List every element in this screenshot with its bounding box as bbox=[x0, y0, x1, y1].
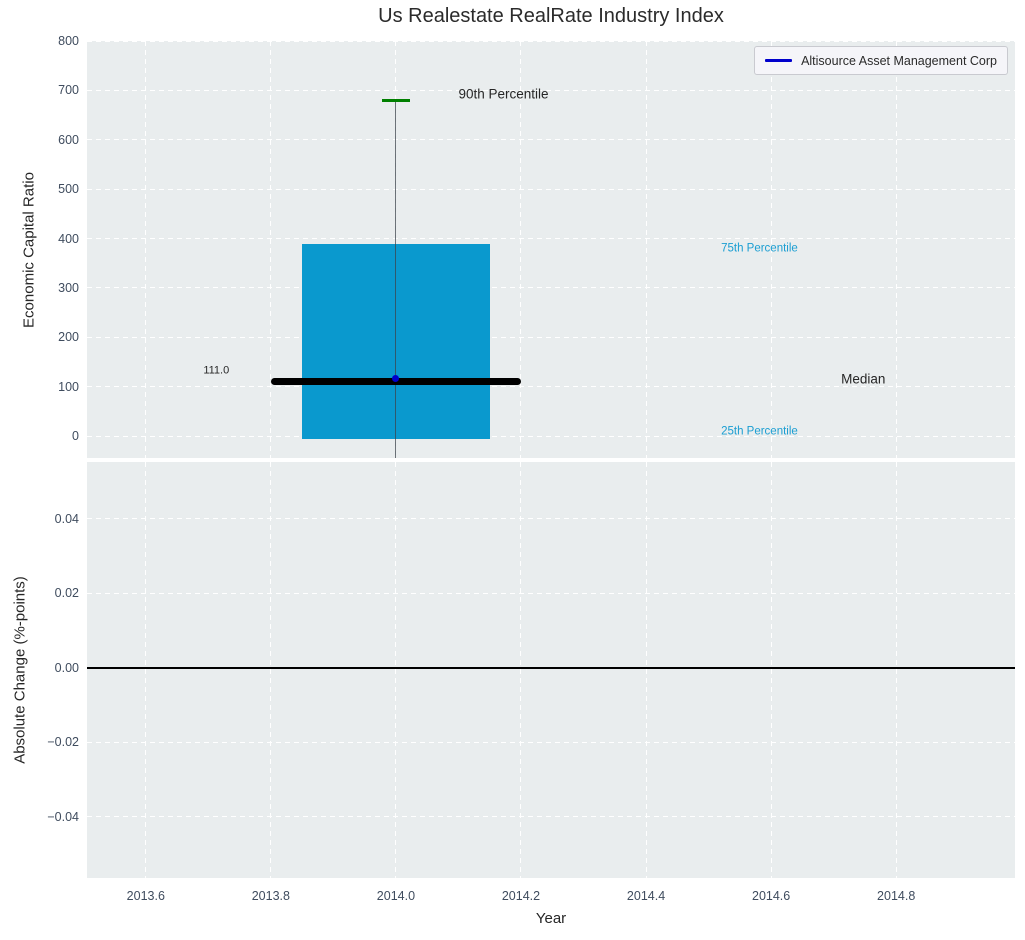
v-gridline bbox=[520, 41, 522, 458]
annotation: 75th Percentile bbox=[721, 242, 798, 255]
x-tick-label: 2013.8 bbox=[251, 889, 290, 903]
zero-line bbox=[87, 666, 1015, 669]
y-tick-label: 0.00 bbox=[54, 660, 79, 675]
y-tick-label: 500 bbox=[58, 182, 79, 197]
p90-cap bbox=[382, 98, 410, 102]
h-gridline bbox=[87, 287, 1015, 289]
economic-capital-ratio-plot: 90th Percentile 75th Percentile 25th Perce… bbox=[87, 41, 1015, 458]
h-gridline bbox=[87, 435, 1015, 437]
x-tick-label: 2014.8 bbox=[877, 889, 916, 903]
x-tick-label: 2013.6 bbox=[126, 889, 165, 903]
h-gridline bbox=[87, 592, 1015, 594]
v-gridline bbox=[645, 462, 647, 878]
h-gridline bbox=[87, 386, 1015, 388]
legend-line-icon bbox=[765, 59, 793, 62]
y-tick-label: −0.02 bbox=[47, 735, 79, 750]
y-tick-label: 0.02 bbox=[54, 586, 79, 601]
y-tick-label: 400 bbox=[58, 231, 79, 246]
h-gridline bbox=[87, 741, 1015, 743]
h-gridline bbox=[87, 238, 1015, 239]
h-gridline bbox=[87, 336, 1015, 338]
y-tick-label: 0.04 bbox=[54, 511, 79, 526]
y-tick-label: 600 bbox=[58, 132, 79, 147]
annotation: 90th Percentile bbox=[458, 86, 549, 102]
v-gridline bbox=[520, 462, 522, 878]
h-gridline bbox=[87, 89, 1015, 91]
y-tick-label: 0 bbox=[72, 429, 79, 444]
v-gridline bbox=[645, 41, 647, 458]
h-gridline bbox=[87, 816, 1015, 818]
v-gridline bbox=[895, 41, 897, 458]
annotation: 25th Percentile bbox=[721, 424, 798, 437]
x-axis-label-year: Year bbox=[535, 910, 567, 927]
v-gridline bbox=[770, 462, 772, 878]
y-tick-label: 200 bbox=[58, 330, 79, 345]
company-point-marker bbox=[392, 375, 400, 383]
v-gridline bbox=[770, 41, 772, 458]
h-gridline bbox=[87, 518, 1015, 520]
x-tick-label: 2014.6 bbox=[751, 889, 791, 903]
absolute-change-plot bbox=[87, 462, 1015, 878]
x-tick-label: 2014.2 bbox=[501, 889, 541, 903]
v-gridline bbox=[895, 462, 897, 878]
legend: Altisource Asset Management Corp bbox=[754, 46, 1008, 75]
annotation: Median bbox=[841, 371, 886, 387]
y-tick-label: −0.04 bbox=[47, 809, 79, 824]
v-gridline bbox=[145, 462, 147, 878]
x-tick-label: 2014.0 bbox=[376, 889, 416, 903]
v-gridline bbox=[270, 41, 272, 458]
annotation: 111.0 bbox=[203, 364, 230, 377]
whisker-line bbox=[395, 100, 397, 458]
chart-title: Us Realestate RealRate Industry Index bbox=[378, 5, 724, 27]
y-tick-label: 700 bbox=[58, 83, 79, 98]
v-gridline bbox=[145, 41, 147, 458]
h-gridline bbox=[87, 188, 1015, 190]
y-tick-label: 800 bbox=[58, 34, 79, 48]
h-gridline bbox=[87, 139, 1015, 141]
v-gridline bbox=[270, 462, 272, 878]
legend-label: Altisource Asset Management Corp bbox=[801, 53, 997, 68]
y-tick-label: 300 bbox=[58, 280, 79, 295]
h-gridline bbox=[87, 41, 1015, 42]
v-gridline bbox=[395, 462, 397, 878]
x-tick-label: 2014.4 bbox=[626, 889, 666, 903]
y-tick-label: 100 bbox=[58, 379, 79, 394]
